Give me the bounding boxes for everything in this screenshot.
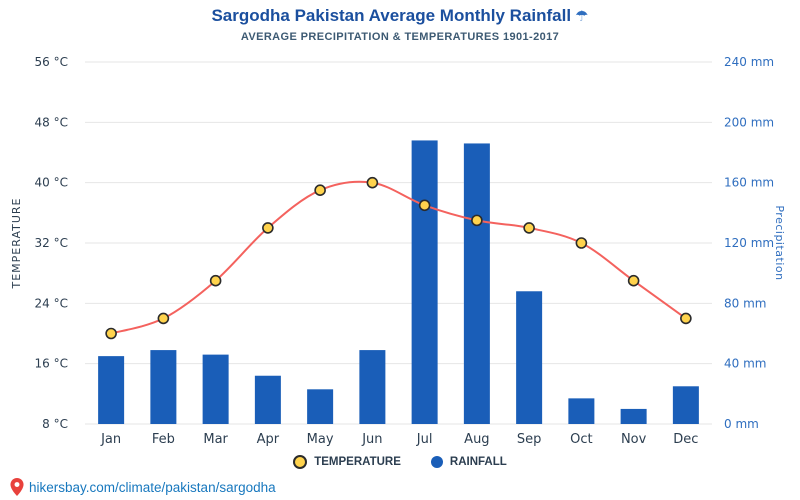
temperature-point-oct[interactable] — [575, 237, 588, 249]
temperature-point-mar[interactable] — [209, 274, 222, 287]
month-label-jun: Jun — [361, 432, 382, 447]
rain-bar-feb[interactable] — [150, 350, 177, 424]
month-label-may: May — [307, 432, 334, 447]
left-axis-title: TEMPERATURE — [10, 198, 23, 290]
rain-bar-oct[interactable] — [568, 398, 595, 424]
footer: hikersbay.com/climate/pakistan/sargodha — [10, 478, 276, 496]
rain-bar-dec[interactable] — [672, 386, 699, 424]
legend-item-rainfall[interactable]: RAINFALL — [430, 456, 507, 468]
temperature-point-jul[interactable] — [418, 199, 431, 212]
location-pin-icon — [10, 478, 24, 496]
temperature-point-nov[interactable] — [627, 274, 640, 287]
temperature-point-sep[interactable] — [523, 222, 535, 234]
right-axis-tick: 0 mm — [724, 417, 759, 431]
month-label-apr: Apr — [257, 432, 280, 447]
rain-bar-may[interactable] — [307, 389, 334, 424]
umbrella-icon: ☂ — [575, 8, 589, 25]
right-axis-tick: 80 mm — [724, 296, 766, 310]
month-label-sep: Sep — [517, 432, 542, 447]
month-label-feb: Feb — [152, 432, 175, 447]
left-axis-tick: 24 °C — [35, 296, 68, 310]
month-label-oct: Oct — [570, 432, 592, 447]
month-label-jan: Jan — [100, 432, 121, 447]
rain-bar-aug[interactable] — [463, 143, 490, 424]
right-axis-tick: 40 mm — [724, 357, 766, 371]
month-label-mar: Mar — [203, 432, 228, 447]
temperature-line — [110, 180, 687, 335]
left-axis-tick: 56 °C — [35, 55, 68, 69]
rain-bar-mar[interactable] — [202, 354, 229, 424]
rain-bar-jan[interactable] — [98, 356, 125, 424]
rain-bar-jul[interactable] — [411, 140, 438, 424]
month-label-aug: Aug — [464, 432, 489, 447]
left-axis-tick: 48 °C — [35, 115, 68, 129]
right-axis-tick: 120 mm — [724, 236, 774, 250]
temperature-point-dec[interactable] — [680, 312, 692, 325]
left-axis-tick: 16 °C — [35, 357, 68, 371]
rain-bar-jun[interactable] — [359, 350, 386, 424]
footer-link[interactable]: hikersbay.com/climate/pakistan/sargodha — [29, 479, 276, 495]
month-label-jul: Jul — [416, 432, 433, 447]
temperature-point-jan[interactable] — [105, 327, 117, 340]
chart-subtitle: AVERAGE PRECIPITATION & TEMPERATURES 190… — [240, 31, 560, 43]
month-label-nov: Nov — [621, 432, 647, 447]
left-axis-tick: 8 °C — [42, 417, 68, 431]
chart-header: Sargodha Pakistan Average Monthly Rainfa… — [0, 6, 800, 43]
rainfall-marker-icon — [430, 456, 443, 468]
rain-bar-nov[interactable] — [620, 408, 647, 424]
right-axis-tick: 240 mm — [724, 55, 774, 69]
chart-legend: TEMPERATURE RAINFALL — [0, 455, 800, 469]
right-axis-tick: 160 mm — [724, 176, 774, 190]
page-title: Sargodha Pakistan Average Monthly Rainfa… — [211, 6, 572, 25]
rain-bar-apr[interactable] — [254, 375, 281, 424]
month-label-dec: Dec — [673, 432, 698, 447]
legend-label-rainfall: RAINFALL — [449, 456, 507, 468]
left-axis-tick: 32 °C — [35, 236, 68, 250]
temperature-marker-icon — [293, 455, 308, 469]
temperature-point-may[interactable] — [314, 184, 326, 197]
legend-item-temperature[interactable]: TEMPERATURE — [293, 455, 401, 469]
temperature-point-apr[interactable] — [262, 222, 274, 234]
rain-bar-sep[interactable] — [516, 291, 543, 424]
left-axis-tick: 40 °C — [35, 176, 68, 190]
right-axis-title: Precipitation — [773, 205, 786, 280]
right-axis-tick: 200 mm — [724, 115, 774, 129]
temperature-point-aug[interactable] — [471, 214, 483, 227]
temperature-point-jun[interactable] — [366, 176, 379, 189]
legend-label-temperature: TEMPERATURE — [314, 456, 401, 468]
temperature-point-feb[interactable] — [157, 312, 170, 325]
